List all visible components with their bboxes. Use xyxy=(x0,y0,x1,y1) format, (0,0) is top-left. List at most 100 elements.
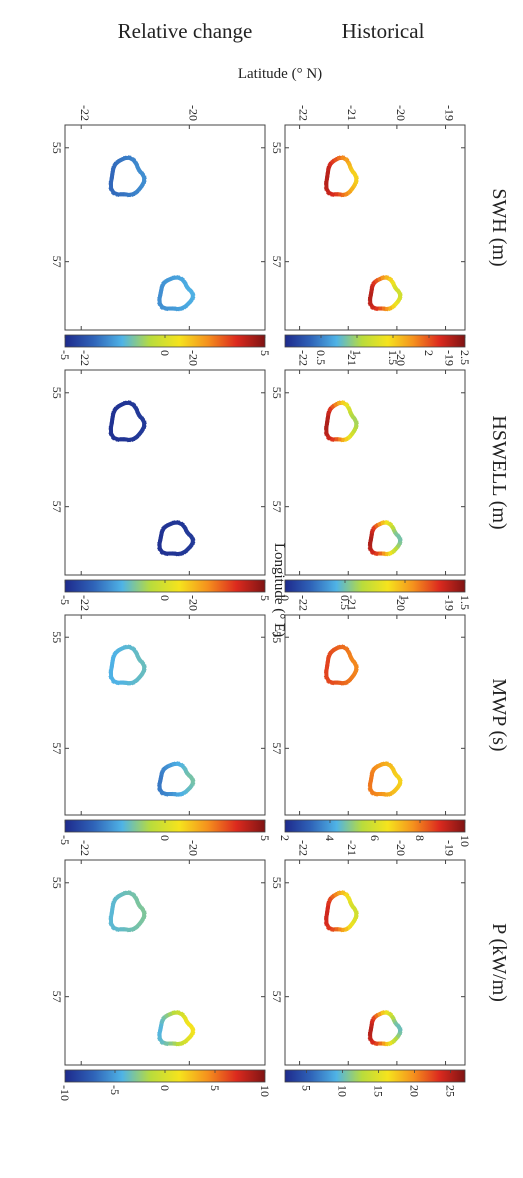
latitude-axis-label: Latitude (° N) xyxy=(238,66,322,82)
lat-tick-label: -21 xyxy=(345,350,359,366)
lat-tick-label: -21 xyxy=(345,595,359,611)
lon-tick-label: 55 xyxy=(50,631,64,643)
lon-tick-label: 55 xyxy=(50,387,64,399)
island-west-coast-segment xyxy=(139,171,147,181)
map-frame xyxy=(64,614,266,816)
panel-relative-swh: 55 57 -22 -20 -5 0 5 xyxy=(50,105,272,360)
lat-tick-label: -22 xyxy=(78,595,92,611)
island-west-coast-segment xyxy=(139,906,147,916)
island-east-coast-segment xyxy=(395,288,403,298)
row-label-relative: Relative change xyxy=(118,19,253,43)
lon-tick-label: 55 xyxy=(270,631,284,643)
colorbar-tick-label: 8 xyxy=(413,835,427,841)
colorbar-tick-label: 10 xyxy=(258,1085,272,1097)
colorbar-tick-label: 2.5 xyxy=(458,350,472,365)
lat-tick-label: -22 xyxy=(78,105,92,121)
island-west-coast-segment xyxy=(351,416,359,426)
colorbar-tick-label: 0.5 xyxy=(314,350,328,365)
column-title-swh: SWH (m) xyxy=(488,188,510,266)
map-frame xyxy=(284,124,466,331)
colorbar-tick-label: 0 xyxy=(158,835,172,841)
colorbar-tick-label: 1 xyxy=(398,595,412,601)
colorbar-tick-label: 0 xyxy=(158,350,172,356)
map-frame xyxy=(64,369,266,576)
colorbar-tick-label: 15 xyxy=(372,1085,386,1097)
colorbar-tick-label: 5 xyxy=(258,350,272,356)
island-east-coast-segment xyxy=(188,288,196,298)
lat-tick-label: -20 xyxy=(186,595,200,611)
colorbar-tick-label: 4 xyxy=(323,835,337,841)
island-east-coast-segment xyxy=(188,774,196,784)
lat-tick-label: -19 xyxy=(443,350,457,366)
colorbar-tick-label: 0 xyxy=(278,595,292,601)
colorbar-tick-label: -5 xyxy=(58,350,72,360)
lon-tick-label: 57 xyxy=(270,501,284,513)
lat-tick-label: -20 xyxy=(394,350,408,366)
lon-tick-label: 55 xyxy=(270,142,284,154)
lat-tick-label: -21 xyxy=(345,105,359,121)
colorbar xyxy=(284,579,466,593)
colorbar-tick-label: 5 xyxy=(300,1085,314,1091)
lon-tick-label: 57 xyxy=(50,991,64,1003)
panel-relative-mwp: 55 57 -22 -20 -5 0 5 xyxy=(50,595,272,845)
column-title-mwp: MWP (s) xyxy=(488,678,510,751)
lon-tick-label: 55 xyxy=(270,387,284,399)
colorbar-tick-label: 5 xyxy=(258,835,272,841)
lon-tick-label: 57 xyxy=(270,991,284,1003)
lat-tick-label: -22 xyxy=(297,595,311,611)
lat-tick-label: -20 xyxy=(186,840,200,856)
lat-tick-label: -20 xyxy=(394,840,408,856)
panel-historical-p: 55 57 -22 -21 -20 -19 5 10 15 20 25 xyxy=(270,840,466,1097)
colorbar-tick-label: 1.5 xyxy=(386,350,400,365)
lat-tick-label: -20 xyxy=(394,595,408,611)
lat-tick-label: -20 xyxy=(186,105,200,121)
colorbar-tick-label: 2 xyxy=(422,350,436,356)
lat-tick-label: -22 xyxy=(297,350,311,366)
map-frame xyxy=(284,859,466,1066)
colorbar-tick-label: 2 xyxy=(278,835,292,841)
lon-tick-label: 55 xyxy=(270,877,284,889)
lat-tick-label: -22 xyxy=(297,840,311,856)
island-east-coast-segment xyxy=(188,533,196,543)
colorbar-tick-label: -5 xyxy=(58,595,72,605)
lat-tick-label: -22 xyxy=(78,840,92,856)
panel-relative-hswell: 55 57 -22 -20 -5 0 5 xyxy=(50,350,272,605)
longitude-axis-label: Longitude (° E) xyxy=(271,543,287,637)
colorbar-tick-label: 20 xyxy=(408,1085,422,1097)
colorbar-tick-label: 10 xyxy=(336,1085,350,1097)
island-west-coast-segment xyxy=(351,171,359,181)
column-title-hswell: HSWELL (m) xyxy=(488,415,510,529)
island-east-coast-segment xyxy=(395,1023,403,1033)
colorbar-tick-label: 0 xyxy=(158,1085,172,1091)
lon-tick-label: 55 xyxy=(50,142,64,154)
colorbar-tick-label: -5 xyxy=(58,835,72,845)
colorbar xyxy=(284,1069,466,1083)
colorbar-tick-label: -10 xyxy=(58,1085,72,1101)
lat-tick-label: -19 xyxy=(443,105,457,121)
colorbar xyxy=(284,334,466,348)
island-west-coast-segment xyxy=(139,416,147,426)
map-frame xyxy=(284,369,466,576)
lat-tick-label: -22 xyxy=(78,350,92,366)
map-frame xyxy=(64,124,266,331)
panel-historical-swh: 55 57 -22 -21 -20 -19 0.5 1 1.5 2 2.5 xyxy=(270,105,472,365)
lat-tick-label: -22 xyxy=(297,105,311,121)
colorbar-tick-label: 5 xyxy=(258,595,272,601)
colorbar-tick-label: 10 xyxy=(458,835,472,847)
colorbar-tick-label: 1 xyxy=(350,350,364,356)
panels-group: SWH (m)HSWELL (m)MWP (s)P (kW/m)5557-22-… xyxy=(50,105,510,1101)
lat-tick-label: -20 xyxy=(394,105,408,121)
panel-historical-hswell: 55 57 -22 -21 -20 -19 0 0.5 1 1.5 xyxy=(270,350,472,610)
panel-relative-p: 55 57 -22 -20 -10 -5 0 5 10 xyxy=(50,840,272,1101)
colorbar-tick-label: 6 xyxy=(368,835,382,841)
row-label-historical: Historical xyxy=(342,19,425,43)
colorbar-tick-label: -5 xyxy=(108,1085,122,1095)
lon-tick-label: 57 xyxy=(270,742,284,754)
island-west-coast-segment xyxy=(351,906,359,916)
map-frame xyxy=(284,614,466,816)
map-frame xyxy=(64,859,266,1066)
lon-tick-label: 57 xyxy=(270,256,284,268)
island-west-coast-segment xyxy=(351,660,359,670)
